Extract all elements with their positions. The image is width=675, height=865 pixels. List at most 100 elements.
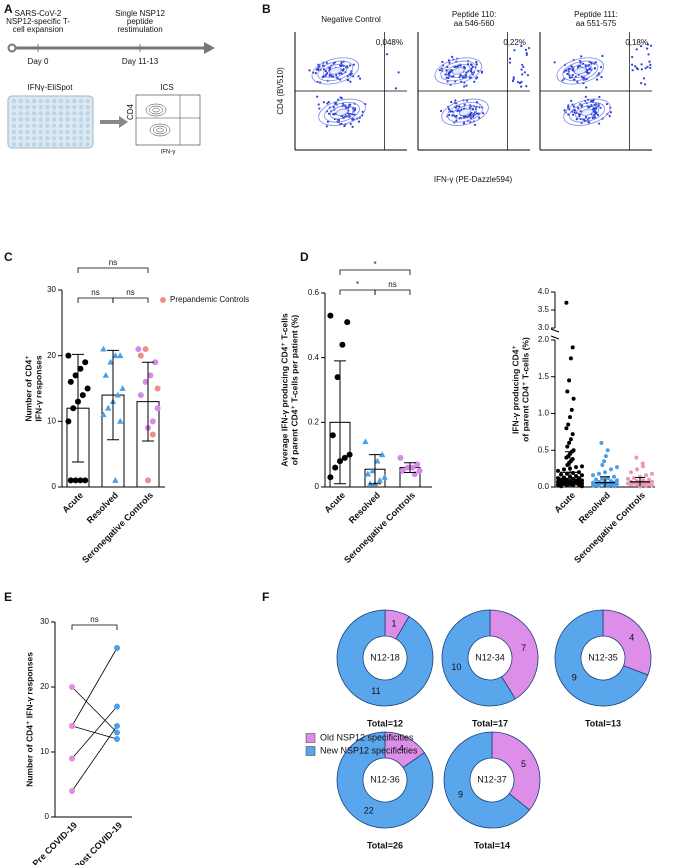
data-point	[559, 481, 563, 486]
ics-plot	[135, 94, 201, 146]
event-dot	[463, 66, 466, 69]
data-point	[612, 484, 616, 489]
event-dot	[470, 63, 473, 67]
data-point	[102, 371, 109, 378]
contour	[562, 60, 599, 82]
contour	[323, 63, 348, 78]
event-dot	[639, 44, 643, 48]
data-point	[577, 482, 581, 487]
data-point	[574, 478, 578, 483]
data-point	[117, 352, 124, 359]
plate-well	[85, 105, 90, 110]
plate-well	[58, 111, 64, 116]
y-axis-label: of parent CD4⁺ T-cells per patient (%)	[289, 315, 299, 466]
event-dot	[454, 106, 458, 109]
segment-label: 22	[364, 805, 374, 815]
contour	[441, 98, 489, 126]
contour	[440, 60, 477, 82]
data-point	[69, 788, 75, 794]
y-tick-label: 4.0	[538, 287, 550, 296]
data-point	[594, 477, 598, 482]
donut-center-label: N12-34	[475, 652, 505, 662]
flow-title: Negative Control	[321, 15, 381, 24]
data-point	[570, 345, 575, 350]
event-dot	[640, 68, 643, 71]
event-dot	[454, 65, 457, 68]
event-dot	[573, 109, 576, 112]
data-point	[568, 415, 572, 420]
event-dot	[325, 125, 328, 128]
plate-well	[65, 136, 70, 141]
event-dot	[451, 110, 454, 113]
event-dot	[340, 60, 343, 64]
event-dot	[332, 106, 335, 109]
plate-well	[11, 136, 17, 141]
data-point	[562, 467, 566, 472]
data-point	[562, 479, 566, 484]
plate-well	[58, 117, 64, 122]
data-point	[119, 385, 126, 391]
data-point	[615, 465, 619, 470]
data-point	[409, 464, 416, 471]
event-dot	[573, 78, 576, 81]
plate-well	[25, 123, 30, 128]
data-point	[344, 319, 351, 326]
legend-swatch	[160, 297, 166, 303]
plate-well	[18, 129, 23, 135]
segment-label: 4	[399, 743, 404, 753]
data-point	[327, 474, 334, 481]
event-dot	[631, 55, 634, 59]
event-dot	[328, 74, 331, 77]
plate-well	[78, 136, 84, 141]
plate-well	[38, 142, 43, 147]
plate-well	[85, 136, 90, 141]
panel-label: E	[4, 590, 12, 604]
data-point	[650, 479, 654, 484]
total-label: Total=12	[367, 718, 403, 728]
event-dot	[572, 69, 575, 72]
y-tick-label: 3.0	[538, 323, 550, 332]
plate-well	[38, 129, 43, 135]
contour	[556, 57, 605, 85]
segment-label: 5	[521, 759, 526, 769]
data-point	[564, 455, 569, 460]
event-dot	[475, 76, 479, 79]
data-point	[556, 479, 560, 484]
plate-well	[38, 117, 43, 122]
event-dot	[631, 69, 634, 72]
event-dot	[317, 103, 320, 106]
data-point	[626, 476, 630, 481]
data-point	[376, 477, 383, 483]
event-dot	[593, 103, 596, 106]
data-point	[114, 703, 120, 710]
data-point	[603, 454, 608, 459]
error-bar	[600, 476, 610, 487]
event-dot	[584, 115, 588, 119]
data-point	[647, 482, 651, 487]
legend-label: Old NSP12 specificities	[320, 732, 414, 742]
data-point	[606, 484, 610, 489]
event-dot	[343, 124, 346, 128]
plate-well	[58, 123, 64, 128]
data-point	[635, 467, 639, 472]
data-point	[69, 723, 75, 729]
data-point	[565, 444, 570, 449]
event-dot	[563, 109, 566, 112]
event-dot	[480, 70, 484, 73]
error-bar	[72, 353, 84, 463]
data-point	[644, 483, 648, 488]
significance-label: ns	[91, 288, 99, 297]
data-point	[100, 411, 107, 418]
panel-label: D	[300, 250, 309, 264]
event-dot	[350, 72, 353, 75]
donut-segment	[336, 731, 434, 829]
event-dot	[643, 83, 647, 86]
data-point	[404, 464, 411, 471]
data-point	[114, 736, 120, 742]
significance-label: ns	[388, 280, 396, 289]
data-point	[603, 470, 607, 475]
data-point	[65, 418, 72, 425]
event-dot	[608, 114, 611, 118]
panel-label: C	[4, 250, 13, 264]
event-dot	[587, 105, 590, 109]
